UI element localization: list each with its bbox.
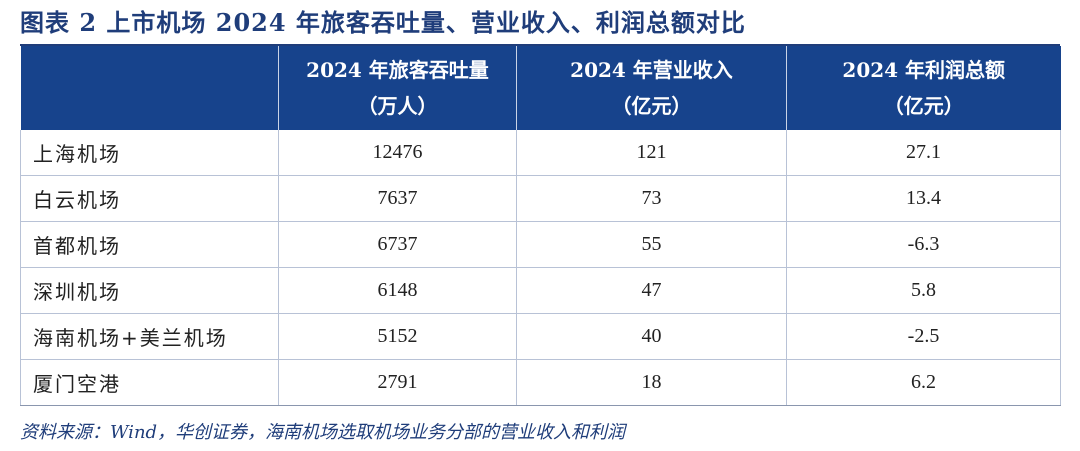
- profit-cell: 5.8: [786, 267, 1061, 314]
- revenue-cell: 18: [516, 359, 787, 406]
- passengers-cell: 5152: [278, 313, 517, 360]
- airport-name-cell: 白云机场: [20, 175, 279, 222]
- figure-title: 图表 2 上市机场 2024 年旅客吞吐量、营业收入、利润总额对比: [20, 8, 746, 37]
- passengers-cell: 7637: [278, 175, 517, 222]
- table-header-row: 2024 年旅客吞吐量 （万人） 2024 年营业收入 （亿元） 2024 年利…: [20, 46, 1061, 130]
- header-line2: （亿元）: [611, 94, 692, 118]
- revenue-cell: 47: [516, 267, 787, 314]
- table-row: 厦门空港 2791 18 6.2: [20, 359, 1061, 406]
- title-divider: [20, 44, 1060, 46]
- revenue-cell: 73: [516, 175, 787, 222]
- header-cell-name: [20, 46, 279, 130]
- profit-cell: 27.1: [786, 130, 1061, 176]
- header-line2: （万人）: [357, 94, 438, 118]
- header-line2: （亿元）: [883, 94, 964, 118]
- passengers-cell: 6148: [278, 267, 517, 314]
- table-row: 海南机场+美兰机场 5152 40 -2.5: [20, 313, 1061, 360]
- table-row: 上海机场 12476 121 27.1: [20, 130, 1061, 176]
- revenue-cell: 121: [516, 130, 787, 176]
- header-line1: 2024 年旅客吞吐量: [306, 58, 489, 82]
- table-row: 深圳机场 6148 47 5.8: [20, 267, 1061, 314]
- profit-cell: 6.2: [786, 359, 1061, 406]
- table-row: 首都机场 6737 55 -6.3: [20, 221, 1061, 268]
- profit-cell: 13.4: [786, 175, 1061, 222]
- header-line1: 2024 年营业收入: [570, 58, 733, 82]
- header-cell-profit: 2024 年利润总额 （亿元）: [786, 46, 1061, 130]
- revenue-cell: 40: [516, 313, 787, 360]
- profit-cell: -6.3: [786, 221, 1061, 268]
- revenue-cell: 55: [516, 221, 787, 268]
- passengers-cell: 12476: [278, 130, 517, 176]
- passengers-cell: 2791: [278, 359, 517, 406]
- airport-name-cell: 深圳机场: [20, 267, 279, 314]
- header-cell-passengers: 2024 年旅客吞吐量 （万人）: [278, 46, 517, 130]
- header-line1: 2024 年利润总额: [842, 58, 1006, 82]
- passengers-cell: 6737: [278, 221, 517, 268]
- airport-name-cell: 首都机场: [20, 221, 279, 268]
- airport-name-cell: 海南机场+美兰机场: [20, 313, 279, 360]
- airport-name-cell: 上海机场: [20, 130, 279, 176]
- source-note: 资料来源：Wind，华创证券，海南机场选取机场业务分部的营业收入和利润: [20, 422, 626, 443]
- header-cell-revenue: 2024 年营业收入 （亿元）: [516, 46, 787, 130]
- airport-comparison-table: 2024 年旅客吞吐量 （万人） 2024 年营业收入 （亿元） 2024 年利…: [20, 46, 1061, 406]
- profit-cell: -2.5: [786, 313, 1061, 360]
- table-row: 白云机场 7637 73 13.4: [20, 175, 1061, 222]
- airport-name-cell: 厦门空港: [20, 359, 279, 406]
